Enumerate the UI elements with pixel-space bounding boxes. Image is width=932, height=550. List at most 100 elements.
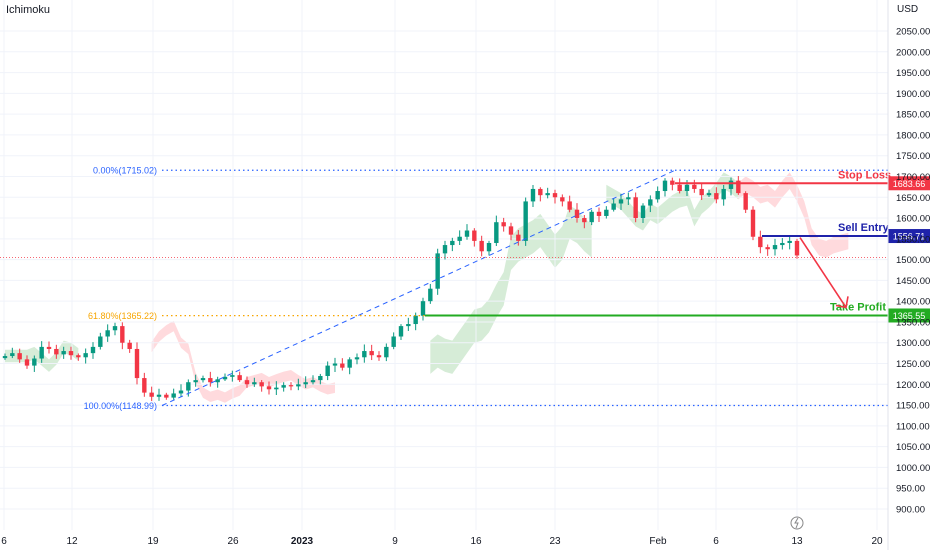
level-price-label: 1556.71 <box>893 232 926 242</box>
candle-body <box>90 346 96 354</box>
candle-body <box>479 240 484 252</box>
price-tick-label: 1850.00 <box>896 110 930 121</box>
cloud-segment <box>738 172 849 258</box>
level-price-tag <box>888 176 930 191</box>
candle-body <box>17 353 22 360</box>
candle-body <box>376 355 382 358</box>
candle-body <box>310 380 316 383</box>
price-tick-label: 1150.00 <box>896 401 930 412</box>
time-tick-label: Feb <box>649 536 667 547</box>
candle-body <box>472 230 477 241</box>
price-tick-label: 1800.00 <box>896 130 930 141</box>
price-tick-label: 1700.00 <box>896 172 930 183</box>
price-tick-label: 1400.00 <box>896 297 930 308</box>
candle-body <box>486 242 492 252</box>
price-tick-label: 2000.00 <box>896 47 930 58</box>
price-tick-label: 1050.00 <box>896 442 930 453</box>
candle-body <box>76 355 81 358</box>
candle-body <box>354 357 360 360</box>
price-tick-label: 1650.00 <box>896 193 930 204</box>
candle-body <box>208 378 213 383</box>
candle-body <box>494 222 499 243</box>
candle-body <box>274 387 279 390</box>
candle-body <box>347 359 352 368</box>
candle-body <box>736 180 741 194</box>
candle-body <box>266 386 272 390</box>
price-tick-label: 1100.00 <box>896 421 930 432</box>
ichimoku-cloud <box>5 172 849 403</box>
level-price-tag <box>888 308 930 323</box>
candle-body <box>384 346 389 358</box>
fib-label: 100.00%(1148.99) <box>84 401 157 411</box>
time-tick-label: 13 <box>791 536 803 547</box>
level-name: Stop Loss <box>838 169 891 181</box>
indicator-label: Ichimoku <box>6 4 51 16</box>
candle-body <box>340 363 345 368</box>
candle-body <box>596 211 602 216</box>
candle-body <box>134 348 140 379</box>
candle-body <box>794 240 800 256</box>
candle-body <box>523 201 528 241</box>
candle-body <box>450 240 455 246</box>
cloud-segment <box>430 205 592 374</box>
candle-body <box>281 385 286 388</box>
candle-body <box>2 356 8 359</box>
candle-body <box>24 359 30 366</box>
level-price-tag <box>888 229 930 244</box>
candle-body <box>670 180 675 185</box>
candle-body <box>442 245 448 254</box>
candle-body <box>164 394 169 398</box>
candle-body <box>178 390 184 394</box>
candle-body <box>149 392 154 397</box>
candle-body <box>46 346 52 349</box>
candle-body <box>186 382 191 391</box>
candle-body <box>538 188 543 196</box>
candle-body <box>501 222 506 227</box>
lightning-icon[interactable] <box>790 516 804 530</box>
candle-body <box>362 351 367 358</box>
candle-body <box>10 353 15 357</box>
candle-body <box>222 376 228 380</box>
candle-body <box>435 253 440 289</box>
price-tick-label: 1550.00 <box>896 234 930 245</box>
candle-body <box>54 348 59 355</box>
candle-body <box>420 301 426 316</box>
candle-body <box>259 382 264 387</box>
candle-body <box>626 197 631 200</box>
candle-body <box>714 193 719 200</box>
candle-body <box>582 218 587 223</box>
candle-body <box>120 326 125 343</box>
candle-body <box>296 384 301 387</box>
cloud-segment <box>606 172 739 231</box>
candle-body <box>589 211 594 223</box>
candle-body <box>706 193 712 196</box>
fibonacci-levels: 0.00%(1715.02) 61.80%(1365.22) 100.00%(114… <box>0 166 888 411</box>
fib-label: 0.00%(1715.02) <box>93 166 157 176</box>
candle-body <box>457 236 462 241</box>
candle-body <box>413 315 418 325</box>
candle-body <box>318 375 323 381</box>
time-tick-label: 16 <box>470 536 482 547</box>
price-tick-label: 950.00 <box>896 484 925 495</box>
level-name: Sell Entry <box>838 222 890 234</box>
candle-body <box>721 188 726 200</box>
candle-body <box>530 188 536 202</box>
time-tick-label: 6 <box>1 536 7 547</box>
price-tick-label: 1200.00 <box>896 380 930 391</box>
price-tick-label: 1600.00 <box>896 214 930 225</box>
candles <box>2 176 800 402</box>
time-tick-label: 6 <box>713 536 719 547</box>
currency-label: USD <box>897 4 919 15</box>
time-tick-label: 26 <box>227 536 239 547</box>
candle-body <box>699 188 704 196</box>
candle-body <box>142 378 147 393</box>
time-tick-label: 19 <box>147 536 159 547</box>
candle-body <box>545 193 550 196</box>
candle-body <box>464 230 470 237</box>
candle-body <box>83 353 88 358</box>
price-tick-label: 1300.00 <box>896 338 930 349</box>
candle-body <box>230 375 235 377</box>
candle-body <box>171 393 176 398</box>
